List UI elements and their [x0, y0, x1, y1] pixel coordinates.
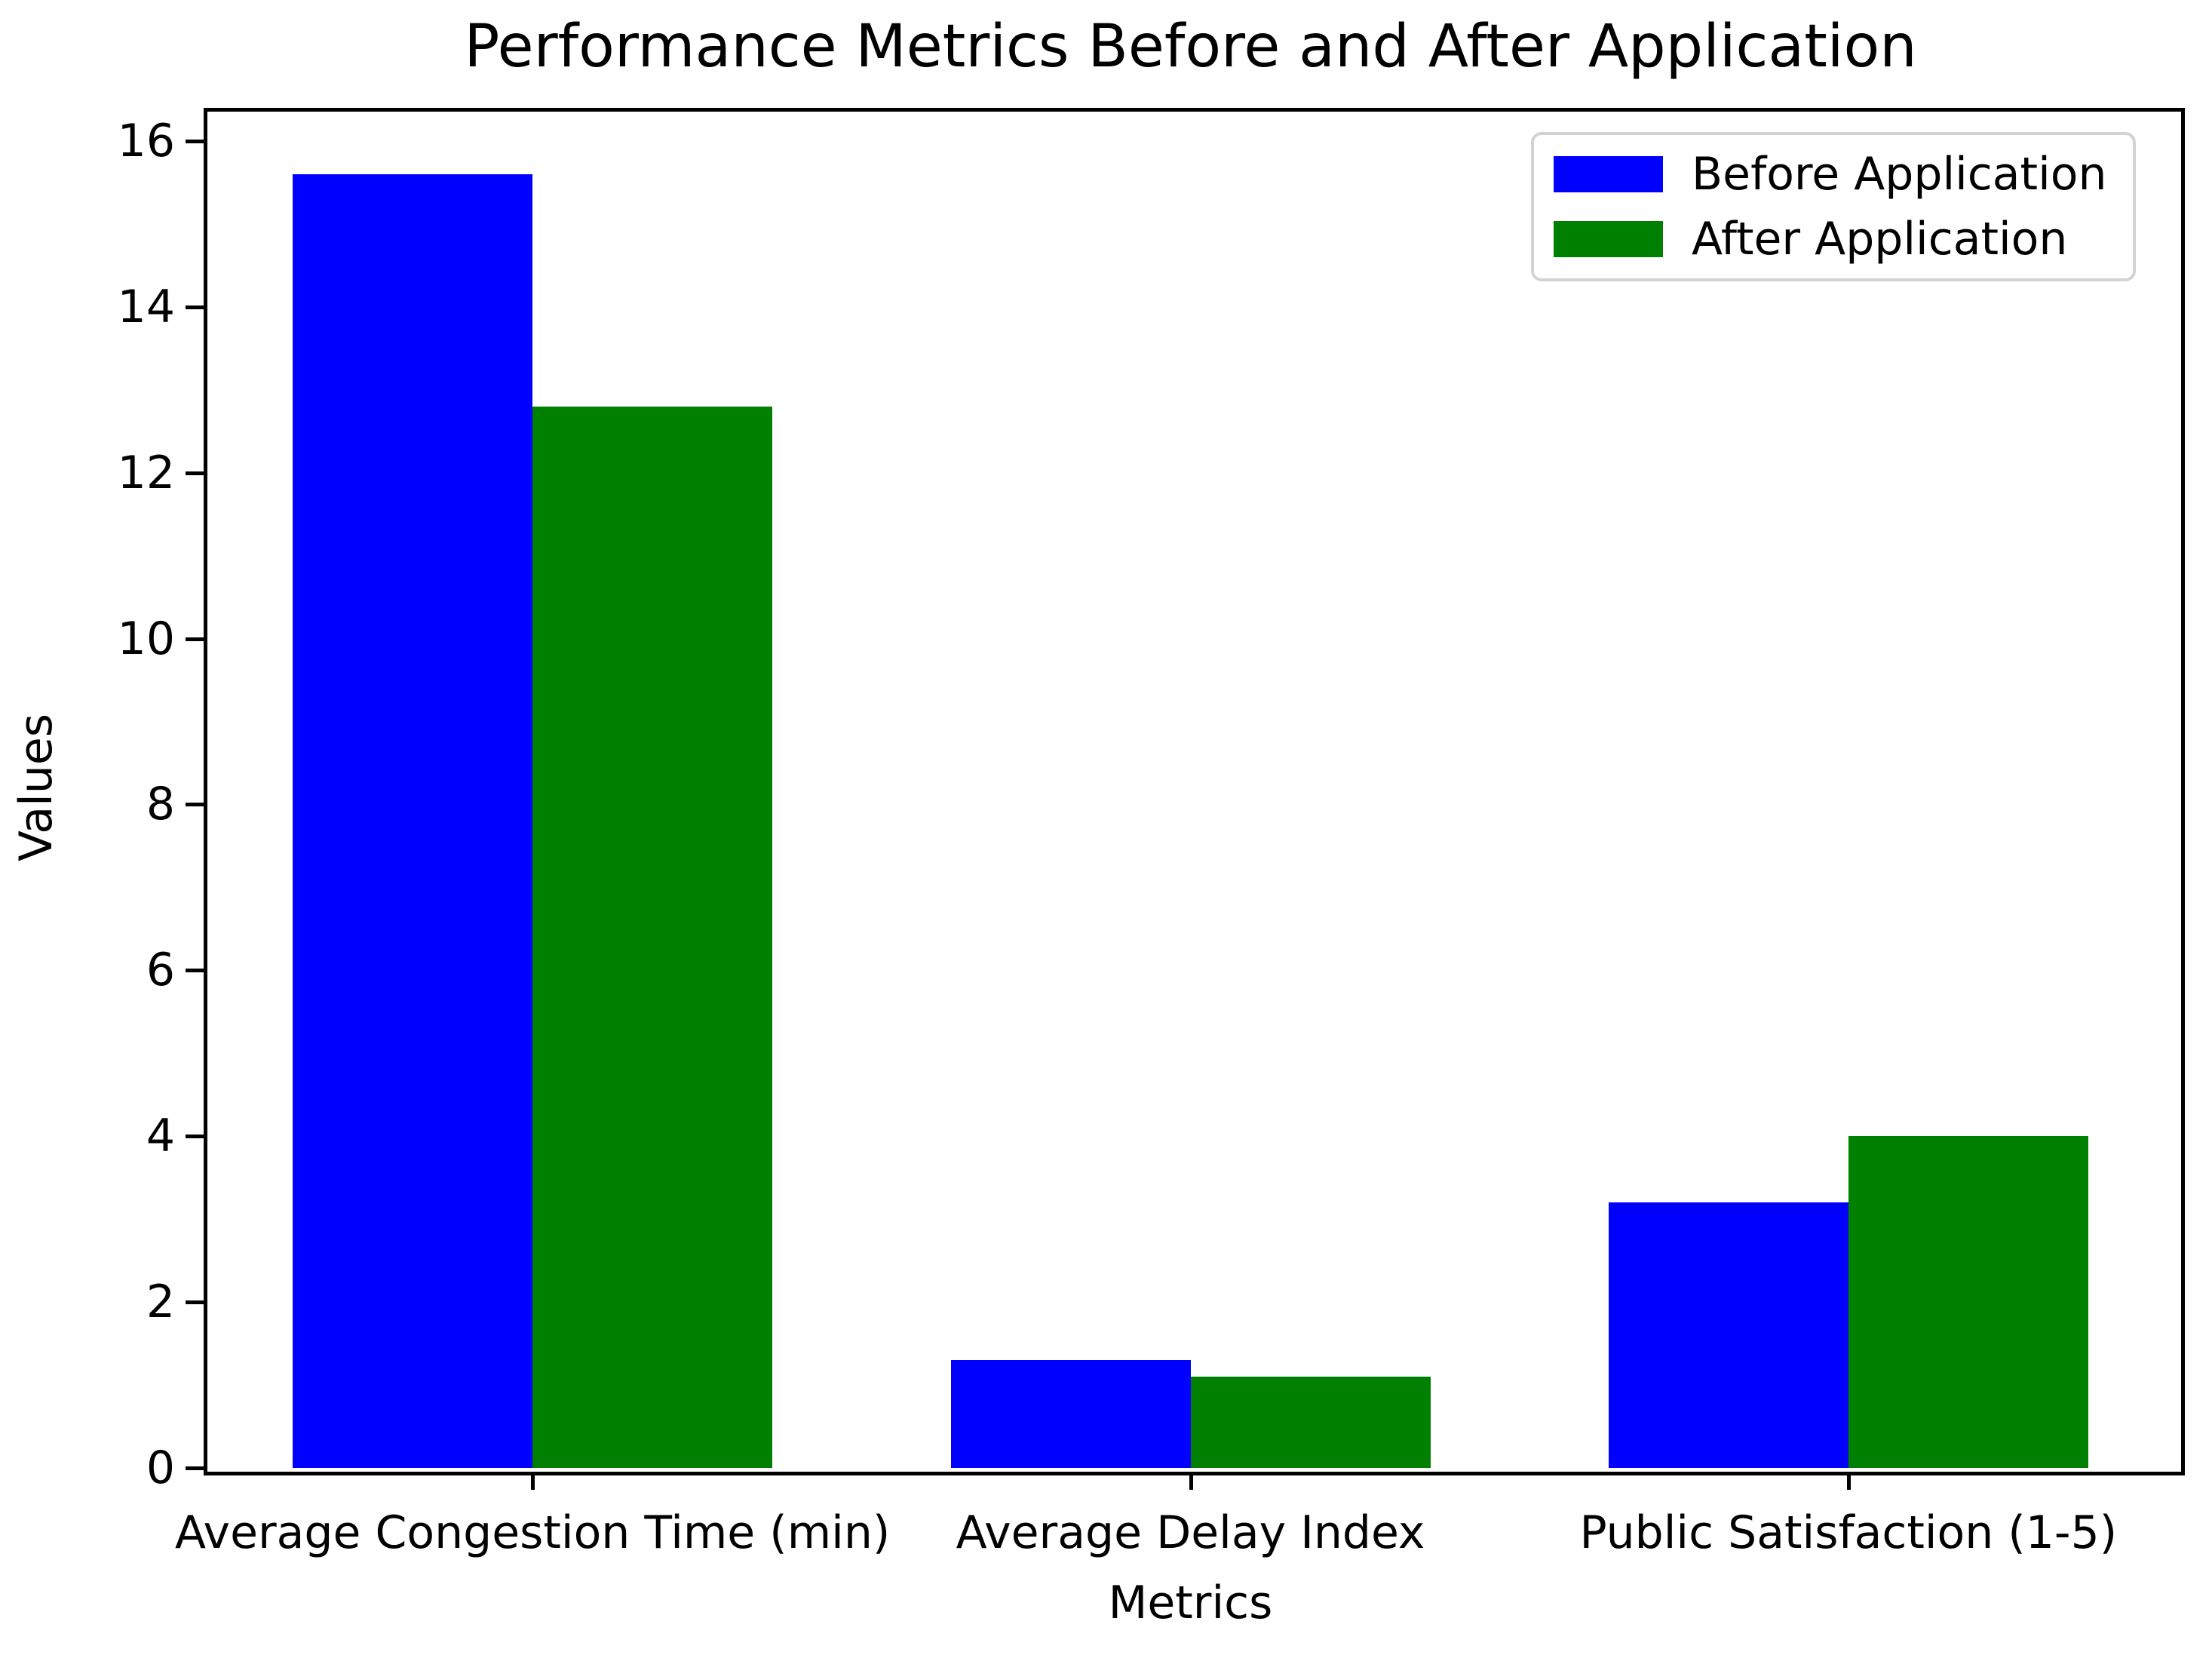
- legend-entry-before-application: Before Application: [1554, 152, 2107, 197]
- y-tick-label-4: 4: [146, 1110, 175, 1163]
- legend-label-0: Before Application: [1692, 148, 2107, 201]
- legend-entry-after-application: After Application: [1554, 216, 2107, 262]
- bar-after-application-0: [532, 406, 773, 1468]
- x-tick-mark-2: [1846, 1472, 1851, 1490]
- y-tick-mark-14: [186, 305, 204, 309]
- y-tick-mark-8: [186, 803, 204, 807]
- x-tick-mark-1: [1189, 1472, 1193, 1490]
- chart-title: Performance Metrics Before and After App…: [464, 13, 1917, 81]
- y-tick-label-2: 2: [146, 1276, 175, 1329]
- bar-after-application-2: [1848, 1136, 2088, 1468]
- y-tick-label-0: 0: [146, 1442, 175, 1494]
- legend-label-1: After Application: [1692, 213, 2068, 266]
- bar-before-application-0: [293, 173, 533, 1468]
- y-tick-mark-6: [186, 969, 204, 973]
- legend-color-patch-green: [1554, 221, 1663, 257]
- y-tick-mark-16: [186, 139, 204, 143]
- y-tick-label-8: 8: [146, 778, 175, 831]
- bar-before-application-2: [1608, 1202, 1848, 1468]
- y-tick-label-12: 12: [117, 446, 175, 499]
- y-tick-label-16: 16: [117, 114, 175, 167]
- bar-after-application-1: [1190, 1377, 1431, 1468]
- y-tick-mark-2: [186, 1300, 204, 1305]
- y-tick-mark-4: [186, 1135, 204, 1139]
- x-axis-label: Metrics: [1108, 1577, 1273, 1629]
- y-tick-mark-10: [186, 637, 204, 641]
- y-tick-mark-0: [186, 1466, 204, 1470]
- y-tick-label-6: 6: [146, 944, 175, 997]
- y-tick-mark-12: [186, 471, 204, 475]
- x-tick-label-0: Average Congestion Time (min): [175, 1506, 891, 1559]
- x-tick-label-2: Public Satisfaction (1-5): [1579, 1506, 2118, 1559]
- y-tick-label-10: 10: [117, 612, 175, 665]
- x-tick-mark-0: [531, 1472, 535, 1490]
- legend-color-patch-blue: [1554, 156, 1663, 192]
- y-tick-label-14: 14: [117, 280, 175, 333]
- legend: Before Application After Application: [1531, 132, 2136, 281]
- x-tick-label-1: Average Delay Index: [956, 1506, 1425, 1559]
- bar-before-application-1: [950, 1360, 1191, 1468]
